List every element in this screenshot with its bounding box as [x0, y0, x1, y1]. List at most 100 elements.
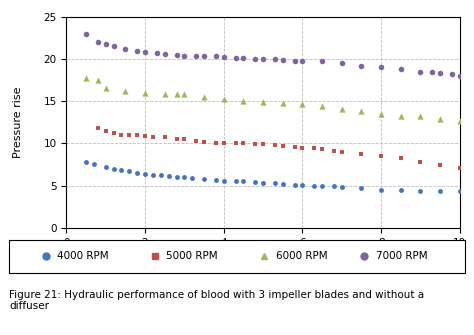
Point [149, 172, 157, 177]
Point [153, 50, 161, 56]
Point [239, 98, 247, 104]
Point [338, 106, 346, 112]
Point [239, 55, 247, 61]
Point [417, 188, 424, 193]
Point [141, 133, 149, 138]
Point [94, 40, 101, 45]
Point [428, 70, 436, 75]
Point [310, 146, 318, 151]
Point [181, 175, 188, 180]
Point [357, 109, 365, 114]
Point [181, 53, 188, 58]
Point [338, 185, 346, 190]
Point [377, 111, 385, 117]
Point [232, 55, 239, 61]
Point [82, 159, 90, 164]
Point [338, 149, 346, 154]
Point [279, 100, 286, 106]
Point [318, 59, 326, 64]
Point [436, 71, 444, 76]
Point [397, 66, 404, 72]
Point [133, 48, 141, 53]
Point [200, 139, 208, 144]
Point [110, 166, 118, 172]
Point [121, 46, 129, 52]
Point [82, 75, 90, 80]
Point [271, 180, 279, 186]
Point [192, 138, 200, 143]
Point [220, 178, 228, 183]
Point [271, 142, 279, 148]
Point [200, 54, 208, 59]
Text: 4000 RPM: 4000 RPM [57, 251, 109, 261]
Point [239, 179, 247, 184]
Point [110, 44, 118, 49]
Point [448, 71, 456, 77]
Point [251, 56, 259, 62]
Text: 5000 RPM: 5000 RPM [166, 251, 218, 261]
Point [94, 77, 101, 83]
Point [220, 55, 228, 60]
Point [377, 65, 385, 70]
Point [200, 176, 208, 182]
Point [318, 104, 326, 109]
Point [212, 177, 219, 182]
Point [200, 94, 208, 99]
Point [299, 182, 306, 187]
Point [149, 134, 157, 139]
Point [456, 73, 464, 78]
Point [118, 168, 125, 173]
Point [279, 143, 286, 149]
Point [173, 52, 180, 57]
Point [251, 180, 259, 185]
Point [357, 63, 365, 68]
Point [279, 57, 286, 63]
Point [189, 175, 196, 181]
Point [181, 136, 188, 142]
Point [299, 58, 306, 63]
Point [232, 141, 239, 146]
Point [417, 114, 424, 119]
Point [377, 187, 385, 193]
Point [220, 97, 228, 102]
Point [318, 147, 326, 152]
Point [141, 171, 149, 177]
Text: 6000 RPM: 6000 RPM [276, 251, 328, 261]
Point [161, 135, 168, 140]
Point [436, 116, 444, 122]
Point [173, 136, 180, 142]
Point [110, 131, 118, 136]
Point [212, 140, 219, 145]
Point [299, 101, 306, 107]
Point [161, 91, 168, 96]
Point [397, 187, 404, 193]
Point [94, 126, 101, 131]
Point [90, 162, 98, 167]
Point [220, 141, 228, 146]
Point [165, 174, 173, 179]
Point [102, 164, 109, 170]
Point [291, 58, 298, 63]
Point [279, 181, 286, 187]
Point [126, 132, 133, 138]
Point [436, 163, 444, 168]
Point [291, 144, 298, 149]
Point [212, 54, 219, 59]
Point [121, 88, 129, 94]
Text: 7000 RPM: 7000 RPM [376, 251, 428, 261]
Point [291, 182, 298, 187]
Point [102, 128, 109, 133]
Point [173, 91, 180, 96]
Point [232, 179, 239, 184]
Point [318, 183, 326, 188]
Point [456, 165, 464, 171]
Point [259, 99, 267, 105]
Point [133, 170, 141, 176]
Point [181, 92, 188, 97]
Point [157, 173, 164, 178]
Point [397, 113, 404, 118]
Point [141, 90, 149, 95]
Point [126, 169, 133, 174]
Point [118, 132, 125, 138]
Point [259, 56, 267, 62]
